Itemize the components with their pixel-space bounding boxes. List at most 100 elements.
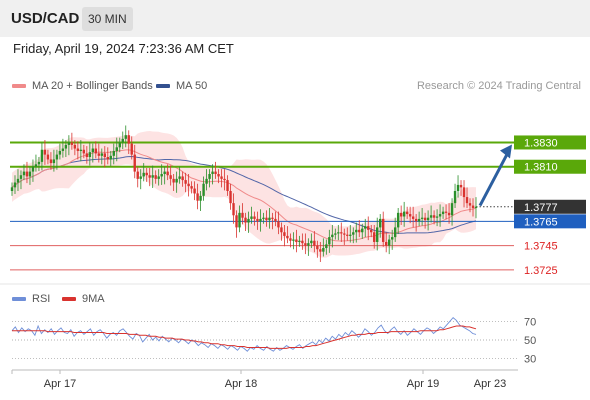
candle-body: [393, 227, 397, 238]
candle-body: [277, 221, 280, 228]
candle-body: [450, 203, 454, 216]
candle-body: [82, 149, 86, 154]
candle-body: [175, 178, 178, 183]
time-label-2: Apr 19: [407, 378, 439, 390]
bollinger-band: [12, 131, 476, 258]
candle-body: [106, 157, 109, 160]
candle-body: [367, 226, 370, 230]
candle-body: [37, 161, 41, 165]
candle-body: [73, 144, 77, 149]
candle-body: [76, 148, 80, 151]
chart-header: USD/CAD 30 MIN: [0, 0, 590, 37]
candle-body: [46, 154, 50, 160]
candle-body: [178, 176, 181, 179]
candle-body: [417, 218, 421, 222]
legend-rsi: RSI: [12, 293, 50, 305]
candle-body: [313, 240, 316, 246]
candle-body: [157, 176, 160, 179]
candle-body: [307, 243, 310, 246]
level-tag-1.3810: [514, 159, 586, 174]
candle-body: [94, 148, 98, 154]
candle-body: [19, 175, 23, 179]
candle-body: [139, 176, 142, 179]
level-tag-1.3830: [514, 135, 586, 150]
candle-body: [471, 205, 475, 208]
candle-body: [259, 218, 262, 222]
candle-body: [334, 233, 337, 235]
level-label-1.3810: 1.3810: [524, 162, 558, 174]
candle-body: [136, 171, 139, 179]
candle-body: [13, 182, 17, 188]
candle-body: [399, 212, 403, 217]
time-label-1: Apr 18: [225, 378, 257, 390]
time-label-0: Apr 17: [44, 378, 76, 390]
candle-body: [40, 149, 44, 162]
candle-body: [373, 232, 376, 242]
candle-body: [453, 191, 457, 204]
candle-body: [283, 232, 286, 236]
candle-body: [166, 171, 169, 176]
legend-ma50-label: MA 50: [176, 80, 208, 92]
candle-body: [337, 232, 340, 234]
candle-body: [382, 218, 385, 242]
candle-body: [25, 171, 29, 177]
candle-body: [355, 229, 358, 233]
rsi-tick-50: 50: [524, 335, 536, 347]
candle-body: [238, 212, 241, 228]
candle-body: [352, 232, 355, 235]
candle-body: [151, 175, 154, 178]
candle-body: [214, 171, 217, 175]
legend-bollinger: MA 20 + Bollinger Bands: [12, 80, 153, 92]
price-levels: [0, 141, 590, 285]
candle-body: [286, 235, 289, 239]
candle-body: [420, 217, 424, 219]
candle-body: [16, 178, 20, 183]
candle-body: [226, 180, 229, 191]
candle-body: [468, 203, 472, 206]
candle-body: [229, 191, 232, 204]
candle-body: [250, 216, 253, 219]
candle-body: [121, 138, 124, 143]
candle-body: [67, 142, 71, 145]
candle-body: [148, 175, 151, 178]
candle-body: [298, 240, 301, 242]
candle-body: [163, 171, 166, 175]
candle-body: [49, 159, 53, 164]
candle-body: [328, 237, 331, 245]
candle-body: [70, 142, 74, 145]
candle-body: [301, 240, 304, 244]
candle-body: [160, 174, 163, 177]
candle-body: [28, 171, 32, 177]
candle-body: [426, 217, 430, 221]
candle-body: [459, 184, 463, 188]
candle-body: [10, 187, 14, 191]
forecast-arrow-head: [500, 144, 512, 159]
candle-body: [193, 188, 196, 194]
timeframe-badge[interactable]: 30 MIN: [82, 7, 133, 31]
current-price-label: 1.3777: [524, 202, 558, 214]
candle-body: [414, 218, 418, 222]
candle-body: [349, 234, 352, 236]
candle-body: [52, 159, 56, 164]
candle-body: [340, 232, 343, 234]
candle-body: [402, 211, 406, 217]
candle-body: [384, 241, 388, 246]
candle-body: [118, 142, 121, 148]
candle-body: [205, 178, 208, 184]
rsi-tick-30: 30: [524, 354, 536, 366]
candle-body: [274, 218, 277, 222]
candle-body: [133, 154, 136, 172]
candle-body: [387, 239, 391, 246]
candle-body: [34, 164, 38, 167]
candle-body: [22, 171, 26, 176]
candle-body: [364, 226, 367, 229]
candle-body: [465, 197, 469, 204]
level-labels: 1.3830 1.3810 1.3777 1.3765 1.3745 1.3725: [514, 135, 586, 277]
candle-body: [184, 180, 187, 184]
candle-body: [265, 217, 268, 221]
candle-body: [241, 212, 244, 218]
candle-body: [85, 153, 89, 158]
candle-body: [316, 245, 319, 250]
candle-body: [169, 175, 172, 179]
